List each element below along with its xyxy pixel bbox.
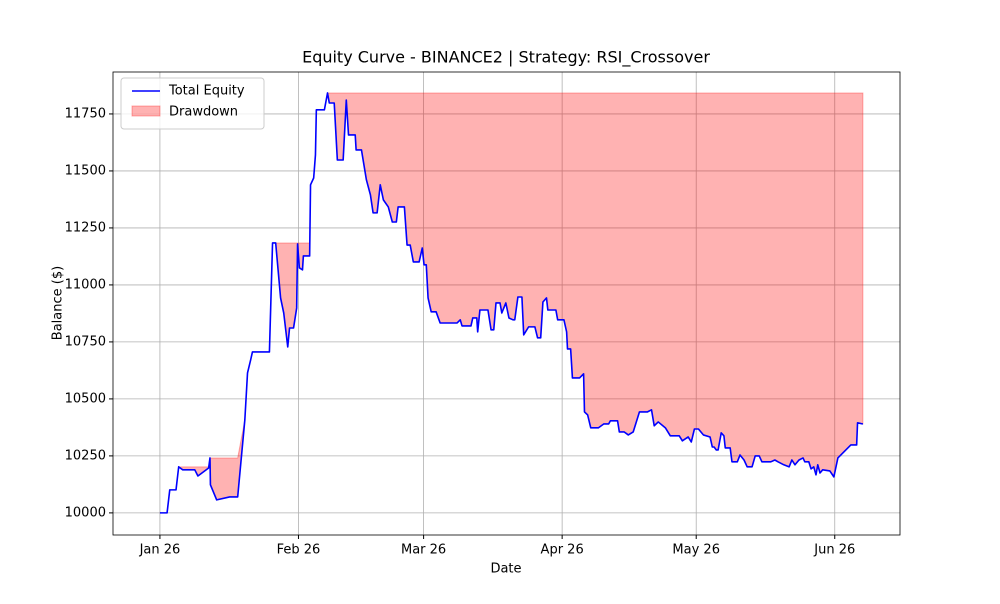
equity-line [159,92,864,514]
x-tick-label: Feb 26 [277,543,321,558]
legend-label: Total Equity [168,84,245,99]
y-tick-label: 11750 [65,106,106,121]
y-tick-label: 11000 [65,277,106,292]
y-tick-label: 11500 [65,163,106,178]
x-tick-label: Jun 26 [813,543,855,558]
y-tick-label: 10000 [65,505,106,520]
chart-title: Equity Curve - BINANCE2 | Strategy: RSI_… [302,48,710,68]
x-tick-label: Jan 26 [139,543,181,558]
y-axis-label: Balance ($) [51,266,66,340]
y-tick-label: 10750 [65,334,106,349]
y-tick-label: 10250 [65,448,106,463]
plot-frame [112,71,901,536]
legend-label: Drawdown [169,105,238,120]
x-tick-label: May 26 [672,543,720,558]
x-tick-label: Mar 26 [401,543,446,558]
x-axis-label: Date [490,562,521,577]
y-tick-label: 10500 [65,391,106,406]
x-tick-label: Apr 26 [541,543,584,558]
y-tick-label: 11250 [65,220,106,235]
legend-swatch [131,105,161,117]
